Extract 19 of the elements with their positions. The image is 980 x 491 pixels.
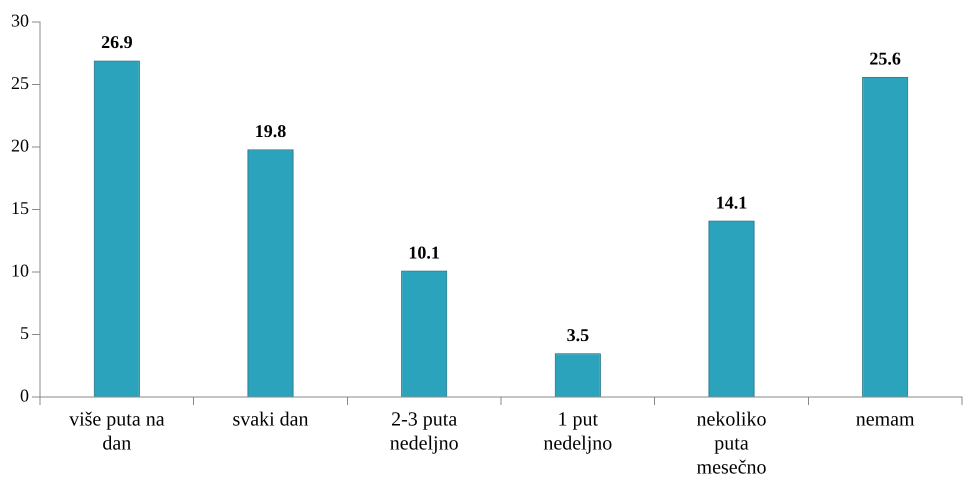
x-tick-label: nekoliko puta mesečno xyxy=(696,408,766,478)
data-label: 10.1 xyxy=(408,242,440,262)
y-tick-label: 30 xyxy=(11,10,29,31)
x-tick-label: 2-3 puta nedeljno xyxy=(390,408,459,454)
y-tick-label: 15 xyxy=(11,198,29,218)
x-tick-label: nemam xyxy=(856,408,916,430)
x-tick-label: više puta na dan xyxy=(69,408,165,454)
y-tick-label: 25 xyxy=(11,73,29,94)
data-label: 3.5 xyxy=(566,324,590,345)
y-tick-label: 0 xyxy=(20,386,29,406)
x-tick-label: svaki dan xyxy=(232,408,309,430)
y-tick-label: 20 xyxy=(11,136,29,156)
data-label: 19.8 xyxy=(254,121,286,142)
data-label: 14.1 xyxy=(716,192,748,212)
data-label: 25.6 xyxy=(869,48,901,68)
y-tick-label: 10 xyxy=(11,260,29,281)
y-tick-label: 5 xyxy=(20,323,29,344)
x-tick-label: 1 put nedeljno xyxy=(543,408,612,454)
data-label: 26.9 xyxy=(101,32,133,52)
